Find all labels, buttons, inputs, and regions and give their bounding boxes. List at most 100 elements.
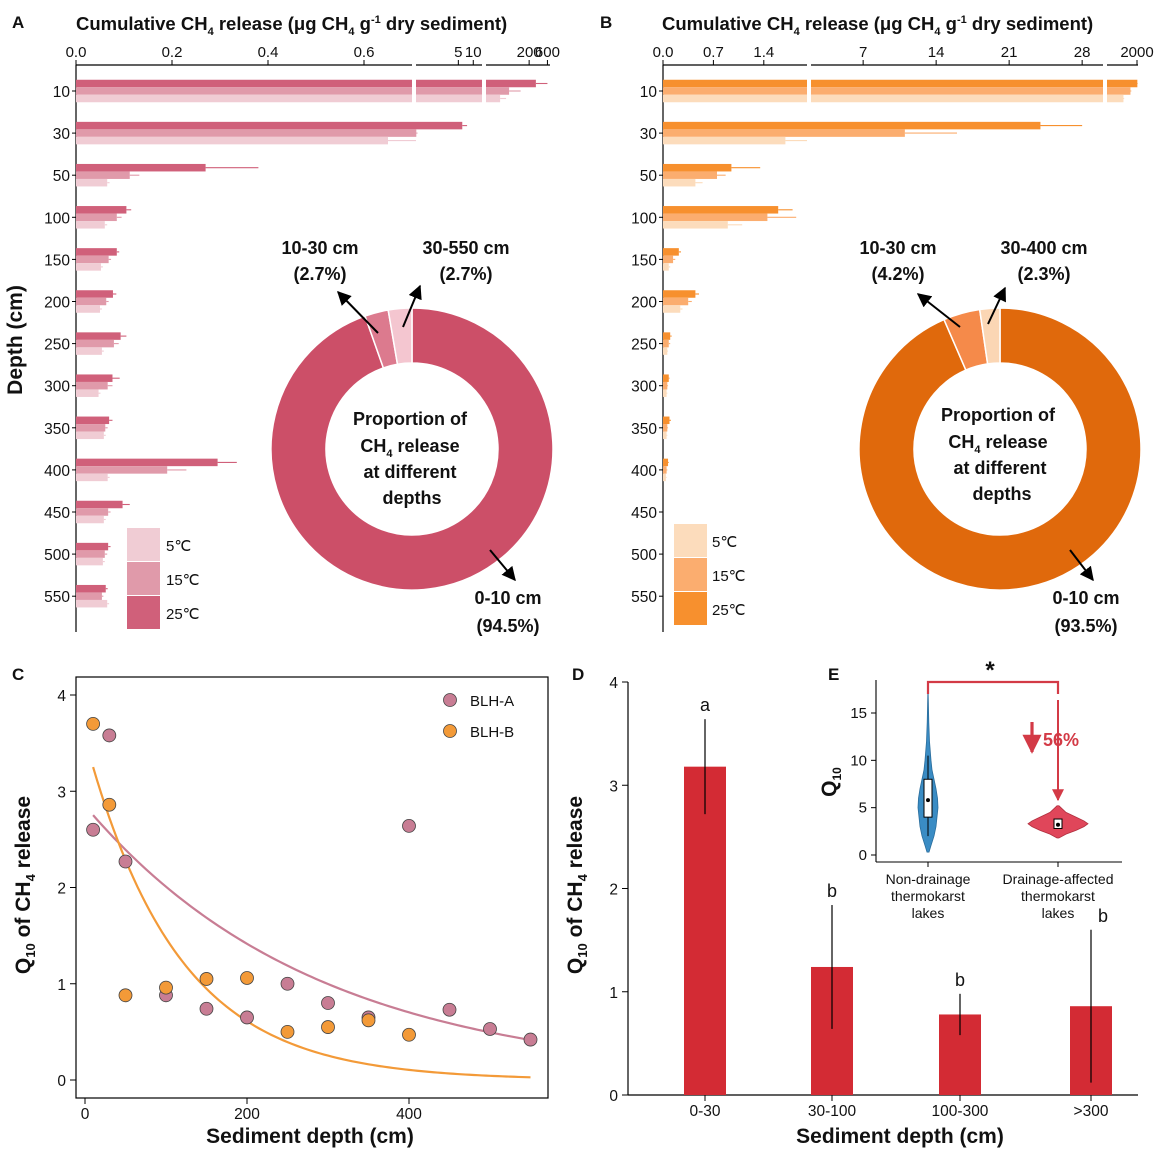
arrow-icon xyxy=(987,286,1006,325)
bar-25℃-30 xyxy=(76,121,463,130)
panel-a-donut-labels: 10-30 cm (2.7%) 30-550 cm (2.7%) 0-10 cm… xyxy=(281,238,541,636)
panel-e-cat2-line2: thermokarst xyxy=(1021,888,1095,904)
y-tick-label: 3 xyxy=(57,784,66,801)
bar-5℃-400 xyxy=(76,473,108,482)
bar-15℃-250 xyxy=(663,339,669,348)
median-point xyxy=(926,798,930,803)
bar-5℃-150 xyxy=(663,263,669,271)
legend-b-swatch-5 xyxy=(674,524,707,557)
bar-5℃-350 xyxy=(663,431,667,440)
donut-b-label-010: 0-10 cm xyxy=(1052,588,1119,608)
x-tick-label: 14 xyxy=(928,44,945,61)
depth-tick-label: 100 xyxy=(44,210,70,227)
legend-a-label-25: 25℃ xyxy=(166,606,200,623)
panel-c: 0 1 2 3 4 0 200 400 Sediment depth (cm) Q10 of … xyxy=(12,676,549,1148)
x-tick-label: 0 xyxy=(81,1106,90,1123)
axis-break xyxy=(412,70,416,110)
panel-d-xlabel: Sediment depth (cm) xyxy=(796,1125,1004,1148)
donut-b-pct-30400: (2.3%) xyxy=(1017,264,1070,284)
fit-curve-BLH-B xyxy=(92,766,531,1079)
donut-a-pct-1030: (2.7%) xyxy=(293,264,346,284)
point-BLH-A xyxy=(86,822,100,837)
x-tick-label: >300 xyxy=(1074,1103,1109,1120)
significance-bracket xyxy=(926,680,1060,694)
legend-a-swatch-5 xyxy=(127,528,160,561)
x-tick-label: 30-100 xyxy=(808,1103,857,1120)
legend-b-swatch-15 xyxy=(674,558,707,591)
donut-slice-30-400 cm xyxy=(978,307,1001,365)
bar-25℃-300 xyxy=(76,374,113,382)
bar-15℃-50 xyxy=(76,171,130,179)
donut-b-center-line3: at different xyxy=(953,458,1046,478)
legend-a-swatch-25 xyxy=(127,596,160,629)
bar-15℃-200 xyxy=(663,297,689,306)
depth-tick-label: 10 xyxy=(53,84,71,101)
bar-25℃-50 xyxy=(76,163,206,172)
bar-15℃-350 xyxy=(76,424,106,432)
legend-c-marker-blha xyxy=(443,693,457,707)
legend-a-label-5: 5℃ xyxy=(166,538,191,555)
point-BLH-A xyxy=(280,976,295,991)
point-BLH-A xyxy=(483,1022,497,1036)
donut-b-center-line4: depths xyxy=(972,484,1031,504)
panel-d-ylabel: Q10 of CH4 release xyxy=(564,796,590,974)
panel-b-donut-center: Proportion of CH4 release at different d… xyxy=(941,405,1056,504)
x-tick-label: 5 xyxy=(454,44,462,61)
donut-slice-0-10 cm xyxy=(858,307,1142,591)
panel-a-ylabel: Depth (cm) xyxy=(4,285,27,395)
bar-5℃-250 xyxy=(76,347,102,355)
panel-d-bars: a b b b xyxy=(684,695,1112,1095)
panel-b-legend: 5℃ 15℃ 25℃ xyxy=(674,524,746,625)
panel-label-d: D xyxy=(572,665,584,684)
bar-5℃-300 xyxy=(76,389,99,397)
bar-15℃-10 xyxy=(663,87,1131,95)
legend-c-marker-blhb xyxy=(443,724,457,738)
x-tick-label: 0.6 xyxy=(354,44,375,61)
x-tick-label: 200 xyxy=(234,1106,260,1123)
donut-a-pct-010: (94.5%) xyxy=(476,616,539,636)
donut-a-pct-30550: (2.7%) xyxy=(439,264,492,284)
point-BLH-B xyxy=(159,980,173,995)
x-tick-label: 200 xyxy=(517,44,542,61)
bar-15℃-300 xyxy=(663,381,668,390)
point-BLH-B xyxy=(86,716,100,731)
donut-a-label-1030: 10-30 cm xyxy=(281,238,358,258)
bar-15℃-550 xyxy=(76,592,102,600)
bar-25℃-350 xyxy=(76,416,110,425)
significance-letter: b xyxy=(955,970,965,990)
depth-tick-label: 550 xyxy=(631,589,657,606)
arrow-icon xyxy=(489,549,516,582)
panel-a-title: Cumulative CH4 release (μg CH4 g-1 dry s… xyxy=(76,13,507,38)
y-tick-label: 0 xyxy=(609,1088,618,1105)
point-BLH-B xyxy=(199,972,214,986)
bar-15℃-10 xyxy=(76,87,510,95)
depth-tick-label: 250 xyxy=(44,337,70,354)
x-tick-label: 600 xyxy=(535,44,560,61)
bar-15℃-30 xyxy=(76,129,417,137)
donut-b-pct-010: (93.5%) xyxy=(1054,616,1117,636)
legend-b-label-25: 25℃ xyxy=(712,602,746,619)
y-tick-label: 2 xyxy=(57,881,66,898)
bar-5℃-200 xyxy=(76,305,100,313)
panel-e-ticks: 0 5 10 15 xyxy=(850,705,1059,867)
point-BLH-A xyxy=(199,1001,214,1016)
panel-c-ylabel: Q10 of CH4 release xyxy=(12,796,38,974)
panel-a-bars xyxy=(76,70,548,608)
bar-15℃-350 xyxy=(663,424,668,432)
depth-tick-label: 200 xyxy=(44,295,70,312)
y-tick-label: 1 xyxy=(57,977,66,994)
point-BLH-A xyxy=(523,1032,538,1047)
x-tick-label: 7 xyxy=(859,44,867,61)
x-tick-label: 400 xyxy=(396,1106,422,1123)
depth-tick-label: 30 xyxy=(640,126,658,143)
significance-letter: b xyxy=(1098,906,1108,926)
bar-5℃-150 xyxy=(76,263,101,271)
panel-c-ticks: 0 1 2 3 4 0 200 400 xyxy=(57,688,422,1123)
donut-a-label-30550: 30-550 cm xyxy=(422,238,509,258)
y-tick-label: 15 xyxy=(850,705,867,722)
point-BLH-A xyxy=(118,854,133,869)
legend-b-swatch-25 xyxy=(674,592,707,625)
bar-5℃-450 xyxy=(76,515,104,524)
panel-e-cat2-line1: Drainage-affected xyxy=(1002,871,1113,887)
donut-b-label-1030: 10-30 cm xyxy=(859,238,936,258)
